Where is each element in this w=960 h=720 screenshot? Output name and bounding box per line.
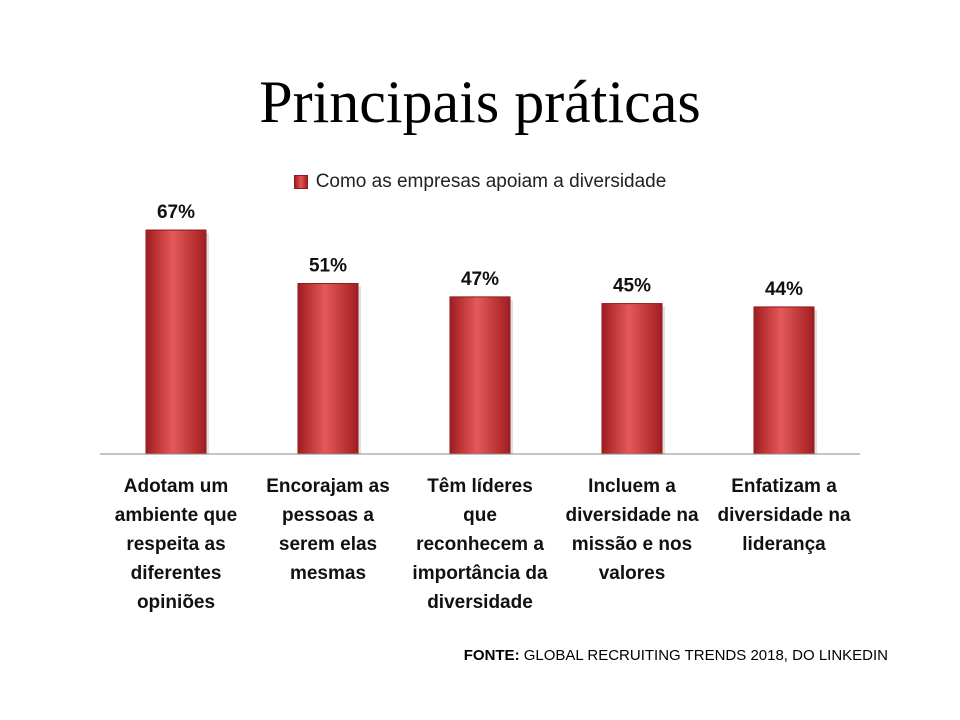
data-label-3: 47% — [461, 269, 499, 290]
legend-swatch — [293, 175, 308, 189]
category-label-line: Adotam um — [123, 476, 229, 497]
bar-4 — [601, 303, 663, 455]
bar-5 — [753, 306, 815, 455]
category-label-line: diversidade na — [565, 505, 699, 526]
data-label-1: 67% — [157, 202, 195, 223]
category-label-4: Incluem a diversidade na missão e nos valor… — [557, 472, 707, 588]
category-label-2: Encorajam as pessoas a serem elas mesmas — [253, 472, 403, 588]
data-label-4: 45% — [613, 276, 651, 297]
category-label-line: Enfatizam a — [731, 476, 837, 497]
source-text: GLOBAL RECRUITING TRENDS 2018, DO LINKED… — [523, 647, 888, 664]
category-label-line: Encorajam as — [266, 476, 390, 497]
data-label-2: 51% — [309, 256, 347, 277]
category-label-3: Têm líderes que reconhecem a importância da… — [405, 472, 555, 617]
category-label-line: diversidade na — [717, 505, 851, 526]
category-label-line: liderança — [742, 534, 826, 555]
category-label-5: Enfatizam a diversidade na liderança — [709, 472, 859, 559]
bar-2 — [297, 283, 359, 455]
source-note: FONTE: GLOBAL RECRUITING TRENDS 2018, DO… — [464, 647, 888, 664]
category-label-line: mesmas — [289, 563, 367, 584]
category-label-line: serem elas — [278, 534, 378, 555]
category-label-line: missão e nos — [571, 534, 693, 555]
category-label-line: ambiente que — [114, 505, 238, 526]
category-label-line: reconhecem a — [416, 534, 544, 555]
category-label-line: respeita as — [126, 534, 226, 555]
category-label-line: diferentes — [130, 563, 222, 584]
category-label-1: Adotam um ambiente que respeita as diferent… — [101, 472, 251, 617]
source-prefix: FONTE: — [463, 647, 520, 664]
category-label-line: pessoas a — [282, 505, 374, 526]
bar-1 — [145, 229, 207, 455]
category-label-line: diversidade — [427, 592, 533, 613]
slide-title: Principais práticas — [259, 69, 701, 135]
bar-3 — [449, 296, 511, 455]
category-label-line: que — [463, 505, 497, 526]
category-label-line: importância da — [412, 563, 548, 584]
category-label-line: valores — [598, 563, 666, 584]
legend-label: Como as empresas apoiam a diversidade — [315, 171, 667, 192]
data-label-5: 44% — [765, 279, 803, 300]
category-label-line: Têm líderes — [427, 476, 533, 497]
category-label-line: Incluem a — [588, 476, 676, 497]
chart-legend: Como as empresas apoiam a diversidade — [0, 171, 960, 193]
category-label-line: opiniões — [136, 592, 216, 613]
